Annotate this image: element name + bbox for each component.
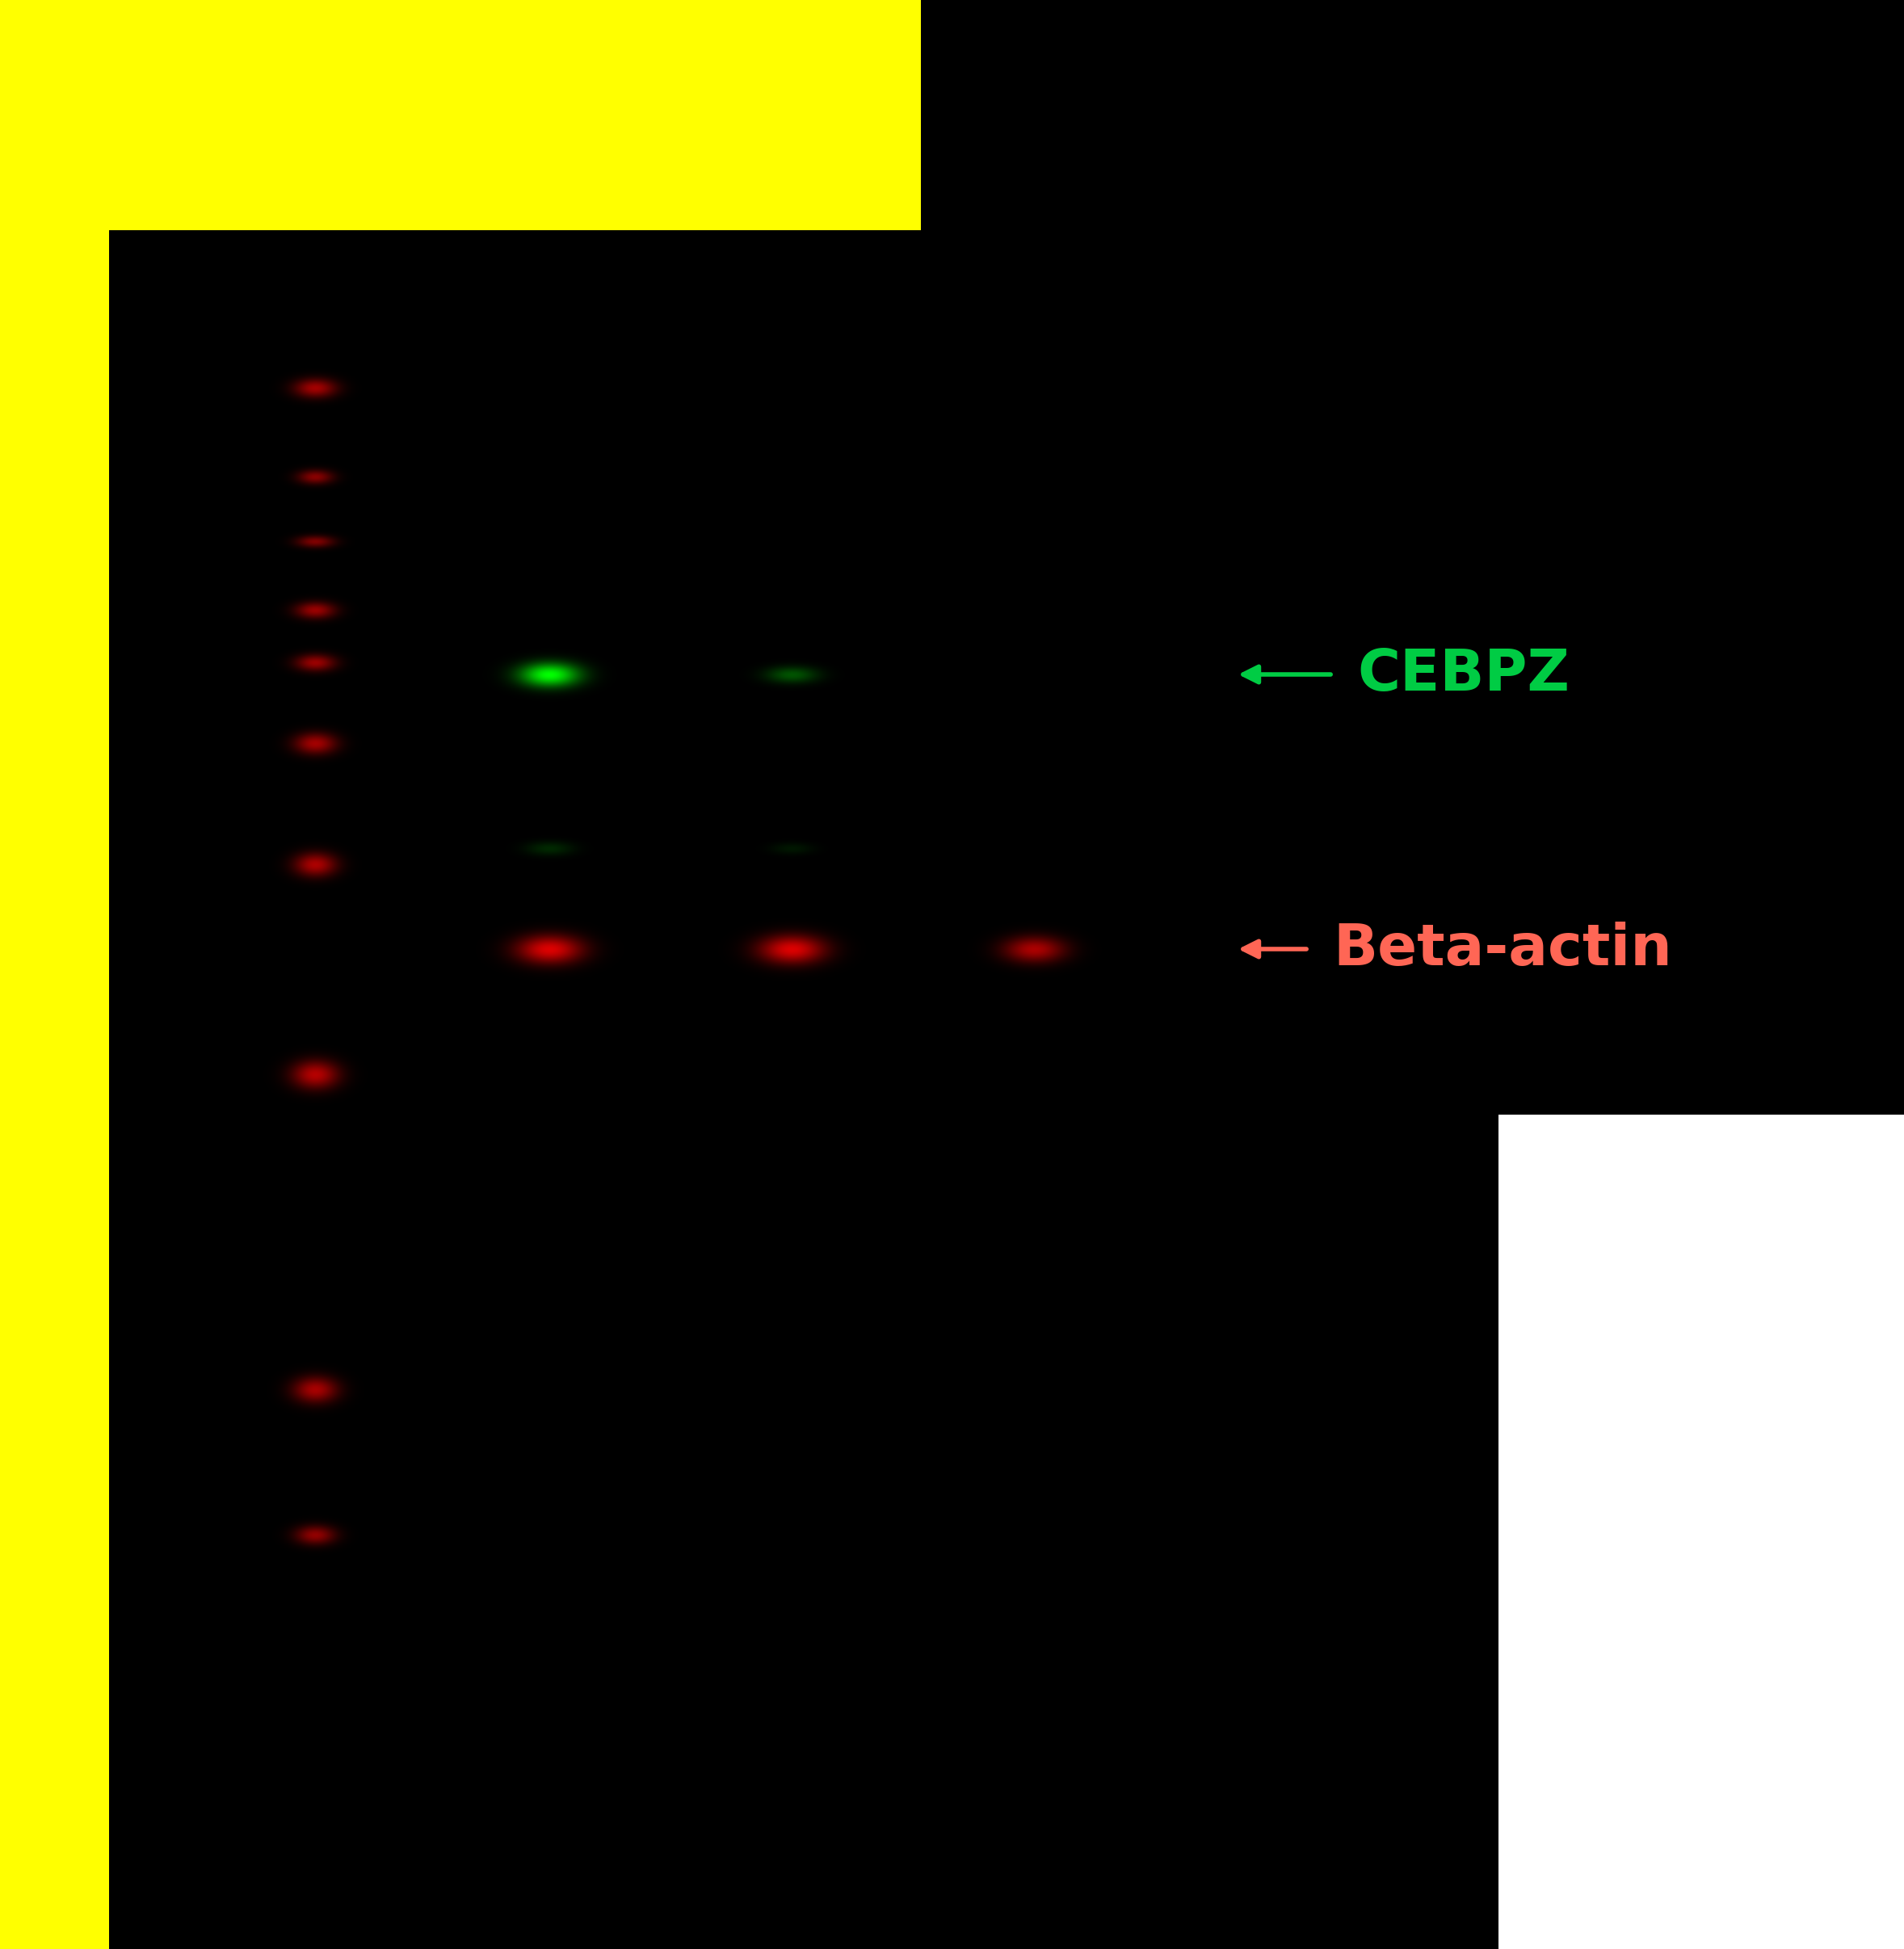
Text: Beta-actin: Beta-actin bbox=[1333, 922, 1672, 976]
Text: CEBPZ: CEBPZ bbox=[1358, 647, 1569, 702]
